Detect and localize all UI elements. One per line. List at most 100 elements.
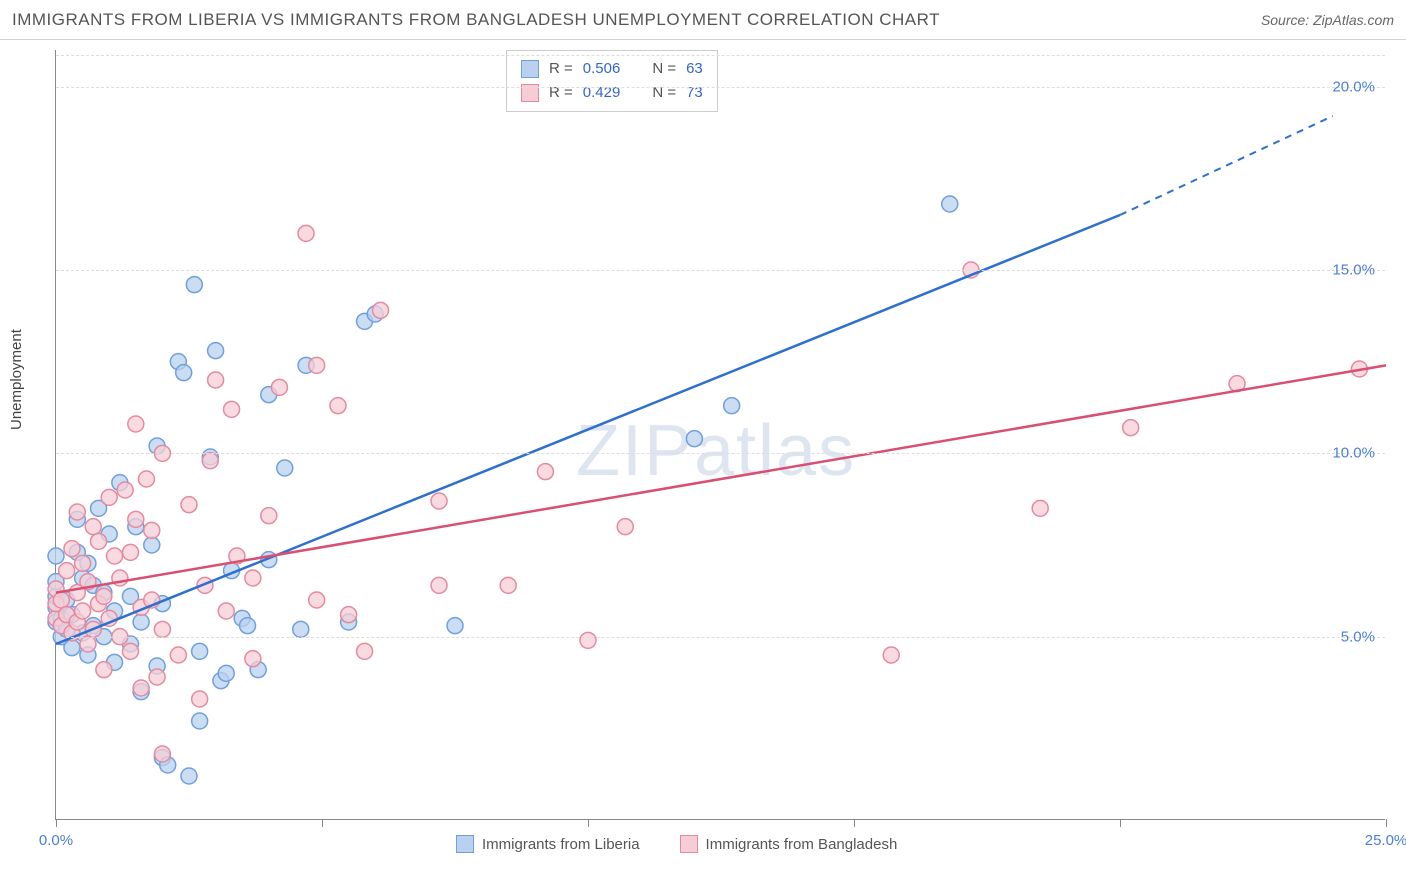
legend-swatch	[456, 835, 474, 853]
data-point	[580, 632, 596, 648]
data-point	[218, 665, 234, 681]
stats-legend-box: R = 0.506 N = 63R =0.429N =73	[506, 50, 718, 112]
data-point	[170, 647, 186, 663]
data-point	[202, 453, 218, 469]
data-point	[431, 577, 447, 593]
data-point	[192, 713, 208, 729]
data-point	[224, 401, 240, 417]
data-point	[724, 398, 740, 414]
data-point	[271, 379, 287, 395]
data-point	[617, 519, 633, 535]
gridline-h	[56, 87, 1385, 88]
r-value: 0.429	[583, 81, 621, 105]
x-tick-label: 0.0%	[39, 832, 73, 849]
data-point	[149, 669, 165, 685]
gridline-h	[56, 453, 1385, 454]
legend-swatch	[680, 835, 698, 853]
source-label: Source: ZipAtlas.com	[1261, 12, 1394, 28]
y-tick-label: 10.0%	[1332, 445, 1375, 462]
y-tick-label: 20.0%	[1332, 78, 1375, 95]
data-point	[245, 651, 261, 667]
bottom-legend: Immigrants from LiberiaImmigrants from B…	[456, 835, 897, 853]
title-bar: IMMIGRANTS FROM LIBERIA VS IMMIGRANTS FR…	[0, 0, 1406, 40]
data-point	[133, 614, 149, 630]
data-point	[447, 618, 463, 634]
data-point	[208, 343, 224, 359]
data-point	[138, 471, 154, 487]
data-point	[128, 511, 144, 527]
data-point	[309, 592, 325, 608]
data-point	[96, 588, 112, 604]
r-label: R =	[549, 57, 573, 81]
data-point	[80, 636, 96, 652]
x-tick	[1386, 819, 1387, 827]
data-point	[1123, 420, 1139, 436]
data-point	[75, 603, 91, 619]
data-point	[298, 225, 314, 241]
data-point	[75, 555, 91, 571]
data-point	[245, 570, 261, 586]
data-point	[341, 607, 357, 623]
y-tick-label: 15.0%	[1332, 262, 1375, 279]
data-point	[330, 398, 346, 414]
data-point	[144, 522, 160, 538]
data-point	[69, 504, 85, 520]
stats-row: R =0.429N =73	[521, 81, 703, 105]
data-point	[883, 647, 899, 663]
data-point	[101, 489, 117, 505]
data-point	[144, 537, 160, 553]
x-tick	[588, 819, 589, 827]
data-point	[64, 541, 80, 557]
legend-label: Immigrants from Bangladesh	[706, 836, 898, 853]
gridline-h	[56, 637, 1385, 638]
data-point	[261, 508, 277, 524]
data-point	[181, 768, 197, 784]
data-point	[373, 302, 389, 318]
data-point	[48, 548, 64, 564]
n-value: 73	[686, 81, 703, 105]
data-point	[293, 621, 309, 637]
data-point	[240, 618, 256, 634]
x-tick	[1120, 819, 1121, 827]
data-point	[107, 548, 123, 564]
data-point	[122, 643, 138, 659]
r-value: 0.506	[583, 57, 621, 81]
data-point	[431, 493, 447, 509]
data-point	[942, 196, 958, 212]
data-point	[208, 372, 224, 388]
regression-line	[56, 365, 1386, 592]
data-point	[128, 416, 144, 432]
data-point	[154, 746, 170, 762]
x-tick	[322, 819, 323, 827]
regression-line-dashed	[1120, 116, 1333, 215]
data-point	[133, 680, 149, 696]
y-tick-label: 5.0%	[1341, 628, 1375, 645]
data-point	[309, 357, 325, 373]
data-point	[181, 497, 197, 513]
regression-line	[56, 215, 1120, 644]
data-point	[122, 544, 138, 560]
data-point	[117, 482, 133, 498]
data-point	[537, 464, 553, 480]
n-value: 63	[686, 57, 703, 81]
data-point	[686, 431, 702, 447]
data-point	[1032, 500, 1048, 516]
data-point	[500, 577, 516, 593]
data-point	[154, 621, 170, 637]
legend-swatch	[521, 60, 539, 78]
data-point	[59, 563, 75, 579]
gridline-h	[56, 270, 1385, 271]
data-point	[218, 603, 234, 619]
y-axis-label: Unemployment	[8, 329, 25, 430]
x-tick-label: 25.0%	[1365, 832, 1406, 849]
stats-row: R = 0.506 N = 63	[521, 57, 703, 81]
data-point	[64, 640, 80, 656]
chart-svg	[56, 50, 1385, 819]
n-label: N =	[652, 57, 676, 81]
data-point	[186, 277, 202, 293]
plot-area: ZIPatlas R =0.506N =63R =0.429N =73 Immi…	[55, 50, 1385, 820]
data-point	[91, 533, 107, 549]
data-point	[96, 662, 112, 678]
legend-item: Immigrants from Bangladesh	[680, 835, 898, 853]
data-point	[192, 643, 208, 659]
